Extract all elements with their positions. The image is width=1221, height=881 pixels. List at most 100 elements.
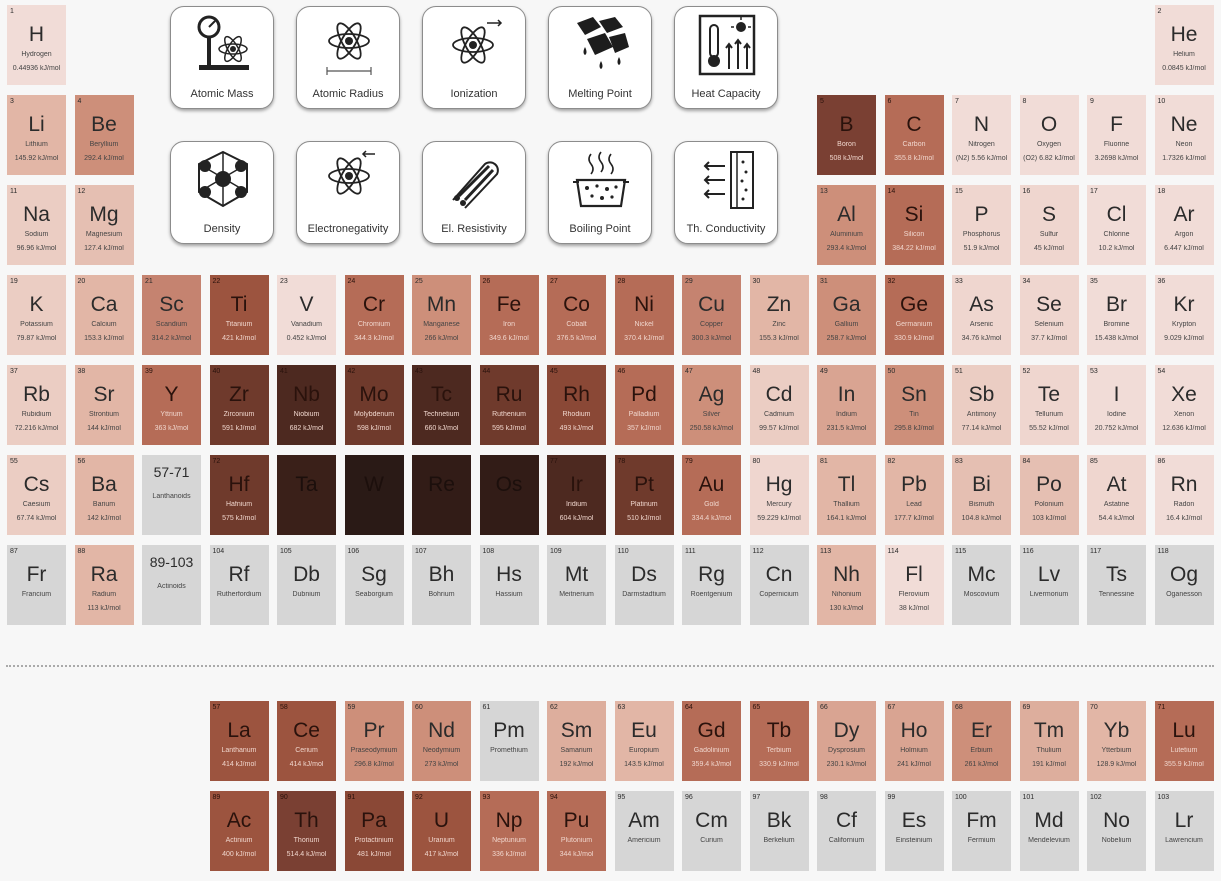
element-cell[interactable]: 85 At Astatine 54.4 kJ/mol (1087, 455, 1146, 535)
atomic-mass-button[interactable]: Atomic Mass (170, 6, 274, 109)
element-cell[interactable]: 3 Li Lithium 145.92 kJ/mol (7, 95, 66, 175)
element-cell[interactable]: 66 Dy Dysprosium 230.1 kJ/mol (817, 701, 876, 781)
element-cell[interactable]: 33 As Arsenic 34.76 kJ/mol (952, 275, 1011, 355)
element-cell[interactable]: 69 Tm Thulium 191 kJ/mol (1019, 701, 1079, 781)
element-cell[interactable]: 17 Cl Chlorine 10.2 kJ/mol (1087, 185, 1146, 265)
element-cell[interactable]: 82 Pb Lead 177.7 kJ/mol (884, 455, 944, 535)
element-cell[interactable]: 10 Ne Neon 1.7326 kJ/mol (1154, 95, 1214, 175)
element-cell[interactable]: 88 Ra Radium 113 kJ/mol (74, 545, 134, 625)
element-cell[interactable]: 50 Sn Tin 295.8 kJ/mol (884, 365, 944, 445)
element-cell[interactable]: 101 Md Mendelevium (1019, 791, 1079, 871)
element-cell[interactable]: Os (479, 455, 539, 535)
element-cell[interactable]: 115 Mc Moscovium (952, 545, 1011, 625)
element-cell[interactable]: 34 Se Selenium 37.7 kJ/mol (1019, 275, 1079, 355)
element-cell[interactable]: 90 Th Thorium 514.4 kJ/mol (277, 791, 336, 871)
element-cell[interactable]: 37 Rb Rubidium 72.216 kJ/mol (7, 365, 66, 445)
element-cell[interactable]: 32 Ge Germanium 330.9 kJ/mol (884, 275, 944, 355)
element-cell[interactable]: 84 Po Polonium 103 kJ/mol (1019, 455, 1079, 535)
element-cell[interactable]: 97 Bk Berkelium (749, 791, 809, 871)
element-cell[interactable]: 13 Al Aluminium 293.4 kJ/mol (817, 185, 876, 265)
th-conductivity-button[interactable]: Th. Conductivity (674, 141, 778, 244)
element-cell[interactable]: 109 Mt Meitnerium (547, 545, 606, 625)
element-cell[interactable]: 80 Hg Mercury 59.229 kJ/mol (749, 455, 809, 535)
element-cell[interactable]: 96 Cm Curium (682, 791, 741, 871)
element-cell[interactable]: 89 Ac Actinium 400 kJ/mol (209, 791, 269, 871)
element-cell[interactable]: 16 S Sulfur 45 kJ/mol (1019, 185, 1079, 265)
element-cell[interactable]: 112 Cn Copernicium (749, 545, 809, 625)
element-cell[interactable]: 45 Rh Rhodium 493 kJ/mol (547, 365, 606, 445)
element-cell[interactable]: Ta (277, 455, 336, 535)
element-cell[interactable]: 70 Yb Ytterbium 128.9 kJ/mol (1087, 701, 1146, 781)
element-cell[interactable]: 44 Ru Ruthenium 595 kJ/mol (479, 365, 539, 445)
el-resistivity-button[interactable]: El. Resistivity (422, 141, 526, 244)
element-cell[interactable]: 19 K Potassium 79.87 kJ/mol (7, 275, 66, 355)
heat-capacity-button[interactable]: Heat Capacity (674, 6, 778, 109)
atomic-radius-button[interactable]: Atomic Radius (296, 6, 400, 109)
element-cell[interactable]: 23 V Vanadium 0.452 kJ/mol (277, 275, 336, 355)
element-cell[interactable]: 54 Xe Xenon 12.636 kJ/mol (1154, 365, 1214, 445)
element-cell[interactable]: 81 Tl Thallium 164.1 kJ/mol (817, 455, 876, 535)
element-cell[interactable]: 83 Bi Bismuth 104.8 kJ/mol (952, 455, 1011, 535)
element-cell[interactable]: 94 Pu Plutonium 344 kJ/mol (547, 791, 606, 871)
element-cell[interactable]: 55 Cs Caesium 67.74 kJ/mol (7, 455, 66, 535)
element-cell[interactable]: 49 In Indium 231.5 kJ/mol (817, 365, 876, 445)
element-cell[interactable]: 93 Np Neptunium 336 kJ/mol (479, 791, 539, 871)
element-cell[interactable]: 60 Nd Neodymium 273 kJ/mol (412, 701, 471, 781)
element-cell[interactable]: 87 Fr Francium (7, 545, 66, 625)
element-cell[interactable]: 12 Mg Magnesium 127.4 kJ/mol (74, 185, 134, 265)
element-cell[interactable]: 36 Kr Krypton 9.029 kJ/mol (1154, 275, 1214, 355)
element-cell[interactable]: 42 Mo Molybdenum 598 kJ/mol (344, 365, 404, 445)
element-cell[interactable]: 2 He Helium 0.0845 kJ/mol (1154, 5, 1214, 85)
element-cell[interactable]: 72 Hf Hafnium 575 kJ/mol (209, 455, 269, 535)
element-cell[interactable]: Re (412, 455, 471, 535)
element-cell[interactable]: 68 Er Erbium 261 kJ/mol (952, 701, 1011, 781)
element-cell[interactable]: W (344, 455, 404, 535)
element-cell[interactable]: 116 Lv Livermorium (1019, 545, 1079, 625)
element-cell[interactable]: 52 Te Tellurium 55.52 kJ/mol (1019, 365, 1079, 445)
element-cell[interactable]: 40 Zr Zirconium 591 kJ/mol (209, 365, 269, 445)
element-cell[interactable]: 51 Sb Antimony 77.14 kJ/mol (952, 365, 1011, 445)
element-cell[interactable]: 38 Sr Strontium 144 kJ/mol (74, 365, 134, 445)
element-cell[interactable]: 14 Si Silicon 384.22 kJ/mol (884, 185, 944, 265)
element-cell[interactable]: 92 U Uranium 417 kJ/mol (412, 791, 471, 871)
element-cell[interactable]: 43 Tc Technetium 660 kJ/mol (412, 365, 471, 445)
element-cell[interactable]: 99 Es Einsteinium (884, 791, 944, 871)
element-cell[interactable]: 111 Rg Roentgenium (682, 545, 741, 625)
element-cell[interactable]: 71 Lu Lutetium 355.9 kJ/mol (1154, 701, 1214, 781)
series-placeholder-cell[interactable]: 57-71 Lanthanoids (142, 455, 201, 535)
ionization-button[interactable]: Ionization (422, 6, 526, 109)
element-cell[interactable]: 48 Cd Cadmium 99.57 kJ/mol (749, 365, 809, 445)
element-cell[interactable]: 47 Ag Silver 250.58 kJ/mol (682, 365, 741, 445)
element-cell[interactable]: 61 Pm Promethium (479, 701, 539, 781)
element-cell[interactable]: 59 Pr Praseodymium 296.8 kJ/mol (344, 701, 404, 781)
element-cell[interactable]: 30 Zn Zinc 155.3 kJ/mol (749, 275, 809, 355)
element-cell[interactable]: 5 B Boron 508 kJ/mol (817, 95, 876, 175)
element-cell[interactable]: 104 Rf Rutherfordium (209, 545, 269, 625)
element-cell[interactable]: 9 F Fluorine 3.2698 kJ/mol (1087, 95, 1146, 175)
element-cell[interactable]: 65 Tb Terbium 330.9 kJ/mol (749, 701, 809, 781)
element-cell[interactable]: 78 Pt Platinum 510 kJ/mol (614, 455, 674, 535)
element-cell[interactable]: 28 Ni Nickel 370.4 kJ/mol (614, 275, 674, 355)
element-cell[interactable]: 102 No Nobelium (1087, 791, 1146, 871)
element-cell[interactable]: 24 Cr Chromium 344.3 kJ/mol (344, 275, 404, 355)
element-cell[interactable]: 100 Fm Fermium (952, 791, 1011, 871)
element-cell[interactable]: 63 Eu Europium 143.5 kJ/mol (614, 701, 674, 781)
element-cell[interactable]: 35 Br Bromine 15.438 kJ/mol (1087, 275, 1146, 355)
element-cell[interactable]: 105 Db Dubnium (277, 545, 336, 625)
element-cell[interactable]: 67 Ho Holmium 241 kJ/mol (884, 701, 944, 781)
element-cell[interactable]: 114 Fl Flerovium 38 kJ/mol (884, 545, 944, 625)
element-cell[interactable]: 64 Gd Gadolinium 359.4 kJ/mol (682, 701, 741, 781)
element-cell[interactable]: 4 Be Beryllium 292.4 kJ/mol (74, 95, 134, 175)
density-button[interactable]: Density (170, 141, 274, 244)
element-cell[interactable]: 26 Fe Iron 349.6 kJ/mol (479, 275, 539, 355)
element-cell[interactable]: 53 I Iodine 20.752 kJ/mol (1087, 365, 1146, 445)
element-cell[interactable]: 15 P Phosphorus 51.9 kJ/mol (952, 185, 1011, 265)
element-cell[interactable]: 46 Pd Palladium 357 kJ/mol (614, 365, 674, 445)
series-placeholder-cell[interactable]: 89-103 Actinoids (142, 545, 201, 625)
element-cell[interactable]: 77 Ir Iridium 604 kJ/mol (547, 455, 606, 535)
element-cell[interactable]: 103 Lr Lawrencium (1154, 791, 1214, 871)
element-cell[interactable]: 110 Ds Darmstadtium (614, 545, 674, 625)
element-cell[interactable]: 58 Ce Cerium 414 kJ/mol (277, 701, 336, 781)
element-cell[interactable]: 91 Pa Protactinium 481 kJ/mol (344, 791, 404, 871)
element-cell[interactable]: 108 Hs Hassium (479, 545, 539, 625)
